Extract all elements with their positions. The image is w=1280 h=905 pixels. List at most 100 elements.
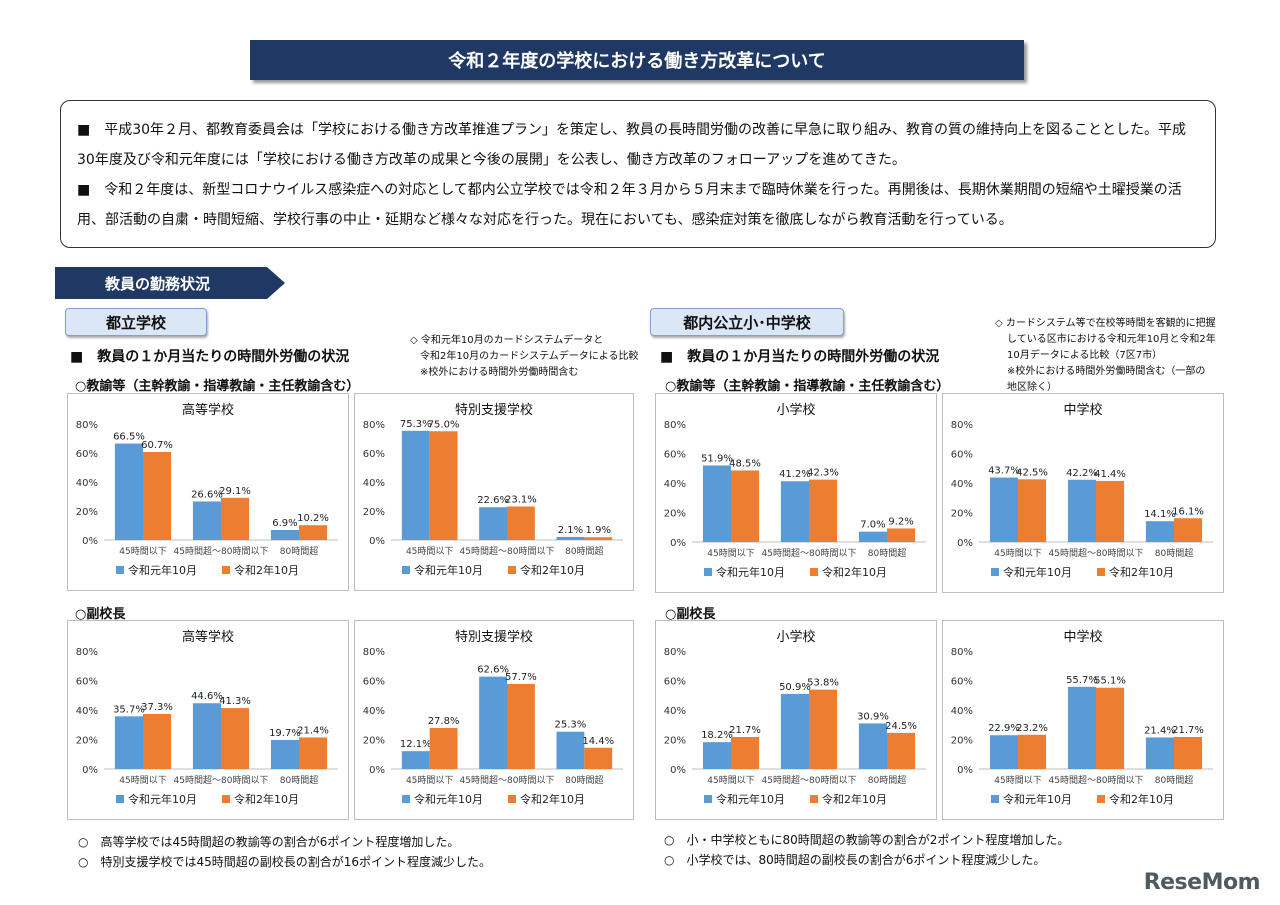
footnote: ○ 特別支援学校では45時間超の副校長の割合が16ポイント程度減少した。 [78,855,492,869]
y-tick-label: 60% [951,677,973,688]
bar [702,465,731,542]
x-tick-label: 80時間超 [1155,774,1193,786]
bar [887,732,916,769]
legend-swatch [222,566,230,574]
bar [479,676,507,769]
y-tick-label: 20% [951,509,973,520]
legend-swatch [991,795,999,803]
y-tick-label: 80% [951,420,973,431]
y-tick-label: 60% [951,450,973,461]
data-label: 41.3% [219,696,251,707]
data-label: 21.7% [729,725,761,736]
x-tick-label: 45時間以下 [707,548,754,559]
bar [858,531,887,542]
data-label: 27.8% [428,716,460,727]
bar [192,703,221,769]
legend-label: 令和2年10月 [822,565,887,579]
data-label: 21.4% [297,725,329,736]
y-tick-label: 0% [369,765,385,776]
legend-label: 令和元年10月 [128,792,197,806]
chart-title: 高等学校 [182,629,234,645]
data-label: 1.9% [586,525,611,536]
legend-label: 令和元年10月 [716,565,785,579]
bar [1174,736,1203,769]
bar [780,481,809,542]
bar [429,431,458,540]
intro-paragraph-2: ■ 令和２年度は、新型コロナウイルス感染症への対応として都内公立学校では令和２年… [77,182,1182,228]
y-tick-label: 0% [670,538,686,549]
x-tick-label: 80時間超 [868,774,906,786]
bar-chart-svg: 中学校 0% 20% 40% 60% 80% 22.9%23.2% 45時間以下 55.7%55… [951,629,1213,806]
x-tick-label: 80時間超 [565,545,603,557]
intro-box: ■ 平成30年２月、都教育委員会は「学校における働き方改革推進プラン」を策定し、… [60,100,1216,248]
bar [887,528,916,542]
x-tick-label: 80時間超 [1155,547,1193,559]
footnote: ○ 小学校では、80時間超の副校長の割合が6ポイント程度減少した。 [664,853,1046,867]
bar [192,501,221,540]
legend-label: 令和2年10月 [520,563,585,577]
x-tick-label: 45時間超～80時間以下 [762,547,857,559]
bar-chart-svg: 小学校 0% 20% 40% 60% 80% 18.2%21.7% 45時間以下 50.9%53… [664,629,926,806]
left-heading: ■ 教員の１か月当たりの時間外労働の状況 [70,349,350,365]
right-vp-label: ○副校長 [665,607,716,622]
legend-swatch [991,568,999,576]
left-footnotes: ○ 高等学校では45時間超の教諭等の割合が6ポイント程度増加した。 ○ 特別支援… [78,832,491,872]
data-label: 41.2% [779,469,811,480]
right-note-line: ◇ カードシステム等で在校等時間を客観的に把握 [995,318,1216,329]
data-label: 35.7% [113,704,145,715]
x-tick-label: 80時間超 [280,545,318,557]
x-tick-label: 80時間超 [280,774,318,786]
data-label: 2.1% [558,525,583,536]
x-tick-label: 45時間超～80時間以下 [174,545,269,557]
chart-teachers-elementary: 小学校 0% 20% 40% 60% 80% 51.9% 48.5% 45時間以下 41.2% 42… [655,393,937,593]
resemom-logo: ReseMom [1143,870,1261,895]
legend-swatch [402,795,410,803]
x-tick-label: 45時間以下 [994,548,1041,559]
right-footnotes: ○ 小・中学校ともに80時間超の教諭等の割合が2ポイント程度増加した。 ○ 小学… [664,830,1069,870]
y-tick-label: 20% [76,736,98,747]
y-tick-label: 60% [664,677,686,688]
data-label: 10.2% [297,513,329,524]
data-label: 42.3% [807,468,839,479]
section-label: 教員の勤務状況 [55,267,285,299]
bar [143,713,172,769]
bar-chart-svg: 特別支援学校 0% 20% 40% 60% 80% 75.3%75.0% 45時間以下 22.6… [363,402,623,577]
data-label: 41.4% [1094,469,1126,480]
bar [1067,479,1096,542]
y-tick-label: 80% [76,420,98,431]
bar [556,536,585,540]
data-label: 42.2% [1066,468,1098,479]
bar [299,737,328,769]
bar-chart-svg: 小学校 0% 20% 40% 60% 80% 51.9%48.5% 45時間以下 41.2%42… [664,402,926,579]
data-label: 18.2% [701,730,733,741]
bar [858,723,887,769]
x-tick-label: 45時間以下 [994,775,1041,786]
chart-vp-high-school: 高等学校 0% 20% 40% 60% 80% 35.7% 37.3% 45時間以下 44.6% 4… [67,620,349,820]
bar [429,727,458,769]
data-label: 55.1% [1094,676,1126,687]
intro-paragraph-1: ■ 平成30年２月、都教育委員会は「学校における働き方改革推進プラン」を策定し、… [77,122,1187,168]
legend-label: 令和元年10月 [1003,792,1072,806]
right-category-pill: 都内公立小･中学校 [650,308,844,336]
data-label: 57.7% [505,672,537,683]
x-tick-label: 80時間超 [565,774,603,786]
bar [114,716,143,769]
bar [731,470,760,542]
bar-chart-svg: 中学校 0% 20% 40% 60% 80% 43.7%42.5% 45時間以下 42.2%41… [951,402,1213,579]
legend-label: 令和2年10月 [822,792,887,806]
y-tick-label: 60% [363,677,385,688]
right-note: ◇ カードシステム等で在校等時間を客観的に把握 している区市における令和元年10… [995,316,1216,396]
y-tick-label: 40% [363,478,385,489]
y-tick-label: 0% [82,765,98,776]
bar [989,477,1018,542]
bar [989,735,1018,769]
x-tick-label: 45時間超～80時間以下 [1049,774,1144,786]
left-note-line: ◇ 令和元年10月のカードシステムデータと [410,335,604,346]
data-label: 22.9% [988,723,1020,734]
bar [1067,686,1096,769]
right-note-line: 地区除く） [1007,382,1057,393]
legend-label: 令和2年10月 [520,792,585,806]
bar [809,689,838,769]
y-tick-label: 0% [369,536,385,547]
bar-chart-svg: 高等学校0%20%40%60%80%35.7%37.3%45時間以下44.6%4… [76,629,338,806]
